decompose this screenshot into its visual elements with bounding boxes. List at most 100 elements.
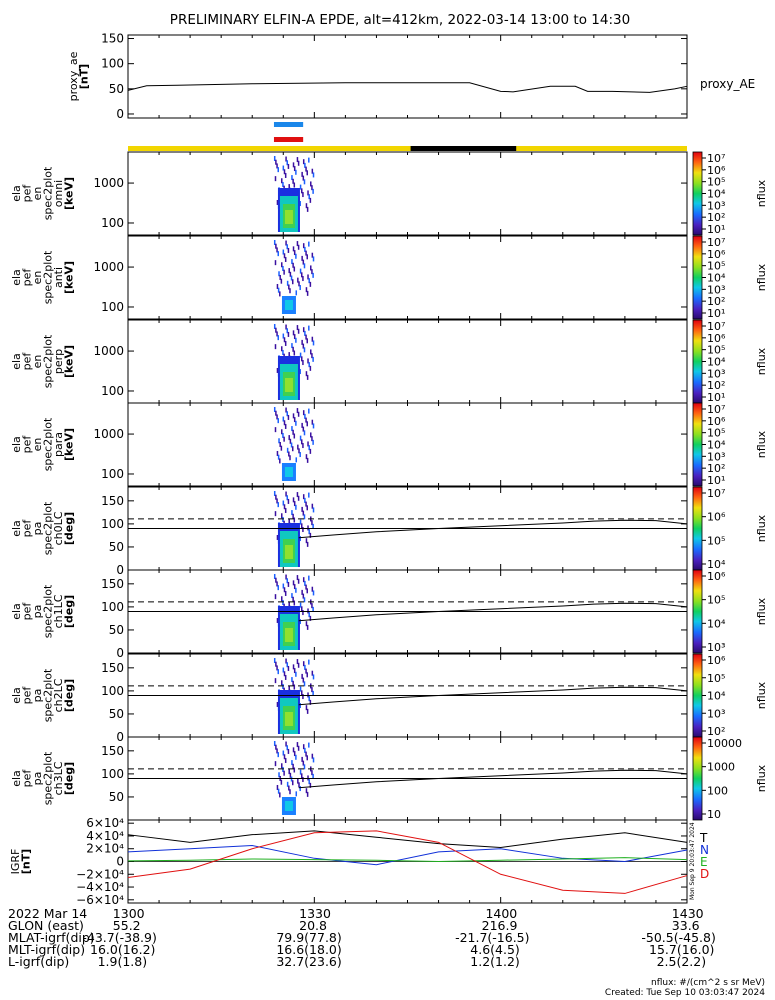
flux-dash <box>307 358 309 364</box>
flux-core <box>284 210 293 224</box>
flux-dash <box>292 747 295 753</box>
flux-dash <box>295 671 297 677</box>
igrf-legend-N: N <box>700 843 709 857</box>
flux-dash <box>301 439 303 445</box>
flux-dash <box>277 335 279 341</box>
footer-value: -50.5(-45.8) <box>641 930 716 945</box>
flux-dash <box>303 764 306 770</box>
flux-dash <box>299 201 301 207</box>
ylabel-line: ela <box>10 185 23 202</box>
flux-dash <box>291 677 293 683</box>
flux-dash <box>289 772 292 778</box>
footer-value: 1.2(1.2) <box>470 954 520 969</box>
flux-dash <box>297 745 300 751</box>
flux-dash <box>281 763 283 769</box>
colorbar-tick-label: 10³ <box>707 450 725 463</box>
flux-core <box>284 378 293 392</box>
flux-dash <box>299 619 301 625</box>
colorbar-label: nflux <box>755 597 768 625</box>
footer-value: 20.8 <box>299 918 327 933</box>
flux-dash <box>293 417 296 423</box>
flux-dash <box>299 352 302 358</box>
flux-dash <box>289 438 292 444</box>
flux-dash <box>301 690 303 696</box>
colorbar-tick-label: 10⁶ <box>707 654 726 667</box>
colorbar-tick-label: 10² <box>707 211 725 224</box>
flux-dash <box>293 668 296 674</box>
flux-dash <box>283 587 286 593</box>
ylabel-line: ela <box>10 770 23 787</box>
ylabel-line: en <box>31 187 44 201</box>
colorbar-tick-label: 10⁷ <box>707 236 725 249</box>
flux-dash <box>282 181 284 187</box>
flux-dash <box>299 268 302 274</box>
flux-dash <box>299 769 302 775</box>
ylabel-line: pa <box>31 772 44 786</box>
y-tick-label: 50 <box>109 82 124 96</box>
colorbar-tick-label: 10⁵ <box>707 176 725 189</box>
y-tick-label: 0 <box>116 730 124 744</box>
flux-dash <box>312 272 314 278</box>
flux-dash <box>282 249 285 255</box>
y-tick-label: 100 <box>101 767 124 781</box>
flux-dash <box>277 502 279 508</box>
footer-row-label: 2022 Mar 14 <box>8 906 88 921</box>
flux-dash <box>302 777 304 783</box>
colorbar-tick-label: 10⁵ <box>707 344 725 357</box>
flux-dash <box>286 411 289 417</box>
y-tick-label: −6×10⁴ <box>76 893 124 907</box>
flux-dash <box>278 438 280 444</box>
colorbar-tick-label: 10³ <box>707 283 725 296</box>
flux-dash <box>292 596 294 602</box>
ylabel-line: ela <box>10 603 23 620</box>
flux-dash <box>295 457 298 463</box>
footer-row-label: GLON (east) <box>8 918 84 933</box>
flux-dash <box>297 444 299 450</box>
flux-dash <box>305 166 307 172</box>
flux-dash <box>276 367 279 373</box>
flux-dash <box>309 615 312 621</box>
flux-dash <box>277 251 279 257</box>
flux-dash <box>286 662 289 668</box>
flux-dash <box>274 344 277 350</box>
igrf-legend-E: E <box>700 855 708 869</box>
flux-dash <box>285 324 287 330</box>
ylabel-line: en <box>31 271 44 285</box>
ylabel-line: pef <box>20 435 33 454</box>
flux-dash <box>299 686 302 692</box>
ylabel-line: [deg] <box>62 762 75 795</box>
flux-dash <box>303 514 306 520</box>
flux-dash <box>312 690 314 696</box>
flux-dash <box>286 745 289 751</box>
flux-dash <box>291 780 294 786</box>
flux-dash <box>308 278 310 284</box>
colorbar-label-text: nflux <box>755 764 768 792</box>
flux-dash <box>302 593 305 599</box>
flux-dash <box>279 274 281 280</box>
flux-dash <box>309 699 312 705</box>
flux-dash <box>284 172 287 178</box>
flux-dash <box>292 680 294 686</box>
flux-dash <box>296 325 299 331</box>
flux-dash <box>302 410 305 416</box>
flux-dash <box>297 662 300 668</box>
y-tick-label: −2×10⁴ <box>76 867 124 881</box>
flux-dash <box>273 574 276 579</box>
flux-dash <box>298 782 300 788</box>
ylabel-line: ela <box>10 436 23 453</box>
flux-dash <box>289 455 291 461</box>
flux-dash <box>306 588 308 594</box>
y-tick-label: 0 <box>116 646 124 660</box>
flux-dash <box>274 176 277 182</box>
flux-dash <box>284 757 287 763</box>
flux-dash <box>308 157 310 163</box>
flux-dash <box>312 439 314 445</box>
y-tick-label: 1000 <box>93 260 124 274</box>
flux-dash <box>278 271 280 277</box>
flux-dash <box>292 580 295 586</box>
flux-dash <box>283 169 286 175</box>
